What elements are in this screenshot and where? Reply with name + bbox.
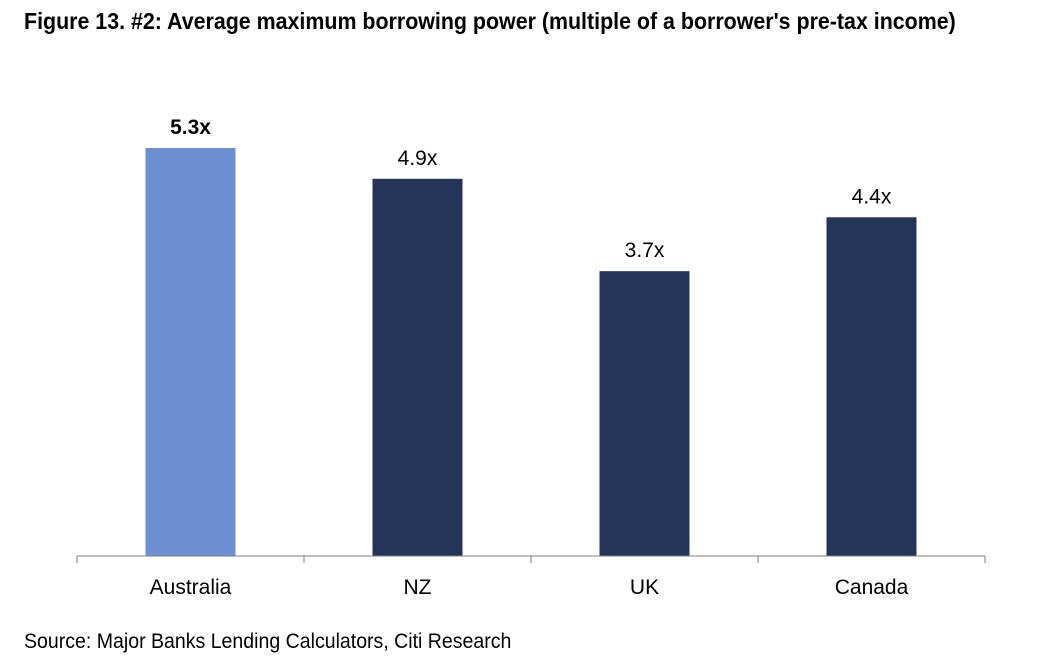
data-label-uk: 3.7x bbox=[625, 239, 665, 262]
data-label-australia: 5.3x bbox=[170, 116, 211, 139]
x-axis bbox=[76, 555, 986, 563]
value-labels-group: 5.3x 4.9x 3.7x 4.4x bbox=[170, 116, 892, 262]
category-label-nz: NZ bbox=[404, 576, 432, 599]
chart-title: Figure 13. #2: Average maximum borrowing… bbox=[24, 8, 956, 34]
bars-group bbox=[145, 148, 917, 556]
category-label-uk: UK bbox=[630, 576, 659, 599]
category-label-australia: Australia bbox=[150, 576, 232, 599]
bar-uk bbox=[599, 271, 690, 556]
data-label-nz: 4.9x bbox=[398, 147, 438, 170]
data-label-canada: 4.4x bbox=[852, 185, 892, 208]
bar-nz bbox=[372, 178, 463, 556]
bar-canada bbox=[826, 217, 917, 556]
bar-australia bbox=[145, 148, 236, 556]
category-label-canada: Canada bbox=[835, 576, 909, 599]
category-labels-group: Australia NZ UK Canada bbox=[150, 576, 909, 599]
source-note: Source: Major Banks Lending Calculators,… bbox=[24, 630, 512, 653]
